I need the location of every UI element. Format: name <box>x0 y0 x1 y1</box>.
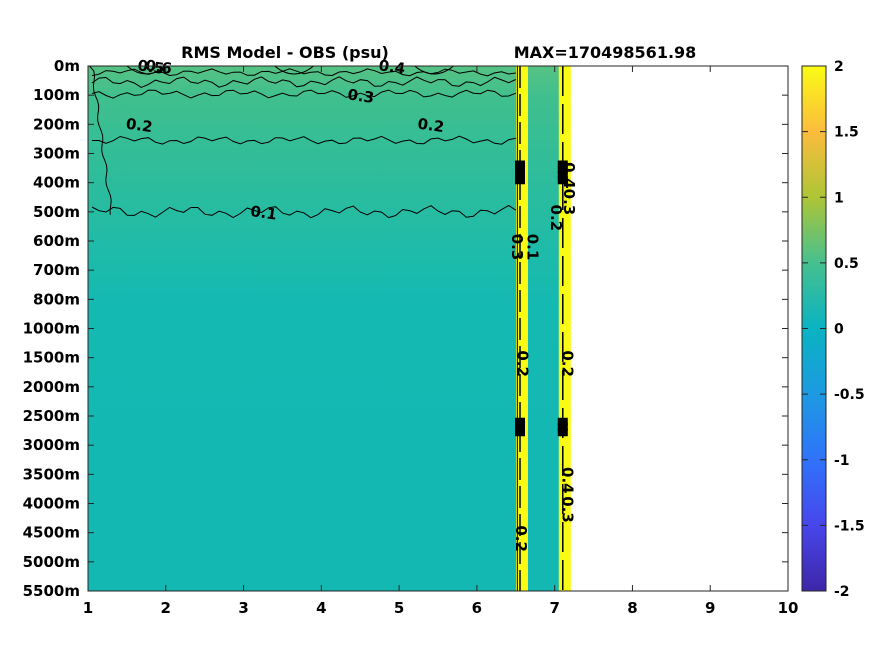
y-tick-label: 800m <box>33 290 80 308</box>
y-tick-label: 1000m <box>23 320 80 338</box>
contour-label: 0.2 <box>513 350 531 377</box>
y-tick-label: 400m <box>33 174 80 192</box>
colorbar-tick-label: -0.5 <box>834 387 865 403</box>
contour-label: 0.1 <box>249 202 278 224</box>
contour-label: 0.4 <box>378 56 407 78</box>
contour-label: 0.2 <box>417 115 446 137</box>
contour-label: 0.2 <box>558 350 576 377</box>
colorbar-tick-label: -1.5 <box>834 518 865 534</box>
contour-label: 0.5 <box>137 56 166 78</box>
column-marker <box>515 417 525 426</box>
contour-label: 0.2 <box>512 525 530 552</box>
colorbar-tick-label: -1 <box>834 453 850 469</box>
column-marker <box>557 428 568 437</box>
y-tick-label: 3500m <box>23 465 80 483</box>
y-tick-label: 4500m <box>23 524 80 542</box>
column-marker <box>557 160 568 169</box>
column-marker <box>557 165 568 174</box>
contour-label: 0.40.3 <box>560 162 578 215</box>
x-tick-label: 3 <box>238 599 248 617</box>
colorbar-tick-label: -2 <box>834 584 850 600</box>
y-tick-label: 2500m <box>23 407 80 425</box>
heatmap-field <box>88 66 571 591</box>
column-marker <box>515 428 525 437</box>
contour-line <box>91 76 517 88</box>
y-tick-label: 0m <box>54 57 80 75</box>
y-tick-label: 1500m <box>23 349 80 367</box>
y-tick-label: 700m <box>33 261 80 279</box>
contour-line <box>126 66 167 75</box>
x-tick-label: 2 <box>161 599 171 617</box>
y-tick-label: 5500m <box>23 582 80 600</box>
column-marker <box>557 171 568 179</box>
colorbar-ticks: 2 1.5 1 0.5 0 -0.5 -1 -1.5 -2 <box>802 59 865 600</box>
y-tick-label: 300m <box>33 145 80 163</box>
colorbar-tick-label: 1 <box>834 190 844 206</box>
x-tick-label: 1 <box>83 599 93 617</box>
column-marker <box>515 160 525 169</box>
contour-lines <box>89 66 517 219</box>
x-tick-label: 5 <box>394 599 404 617</box>
x-tick-label: 10 <box>778 599 799 617</box>
colorbar-tick-label: 1.5 <box>834 125 859 141</box>
high-value-column <box>558 66 571 591</box>
contour-label: 0.4 <box>558 467 576 494</box>
y-tick-label: 5000m <box>23 553 80 571</box>
y-tick-label: 4000m <box>23 495 80 513</box>
chart-title: RMS Model - OBS (psu) <box>181 43 389 62</box>
contour-label: 0.2 <box>547 205 565 232</box>
column-marker <box>557 176 568 185</box>
column-marker <box>515 171 525 179</box>
contour-label: 0.3 <box>558 496 576 523</box>
contour-label: 0.2 <box>125 115 154 137</box>
y-tick-label: 600m <box>33 232 80 250</box>
contour-line <box>91 68 516 77</box>
contour-label: 0.1 <box>523 234 541 261</box>
contour-label: 0.3 <box>508 234 526 261</box>
colorbar-tick-label: 0.5 <box>834 256 859 272</box>
y-tick-label: 2000m <box>23 378 80 396</box>
column-marker <box>515 423 525 431</box>
column-marker <box>557 417 568 426</box>
chart-subtitle: MAX=170498561.98 <box>514 43 697 62</box>
y-tick-label: 100m <box>33 86 80 104</box>
contour-labels: 0.60.5 0.40.30.2 0.20.1 0.20.10.30.40.30.2 0… <box>125 56 578 552</box>
contour-line <box>274 66 314 75</box>
column-marker <box>515 176 525 185</box>
column-marker <box>557 423 568 431</box>
contour-label: 0.6 <box>144 56 173 78</box>
contour-line <box>91 135 516 145</box>
y-tick-label: 3000m <box>23 436 80 454</box>
y-tick-label: 200m <box>33 115 80 133</box>
column-marker <box>515 165 525 174</box>
y-axis-ticks: 0m 100m 200m 300m 400m 500m 600m 700m 800m 1000m 1… <box>23 57 788 600</box>
heatmap-data-region <box>88 66 567 591</box>
x-axis-ticks: 1 2 3 4 5 6 7 8 9 10 <box>83 66 799 617</box>
x-tick-label: 4 <box>316 599 326 617</box>
colorbar-tick-label: 2 <box>834 59 844 75</box>
colorbar-tick-label: 0 <box>834 322 844 338</box>
contour-line <box>91 89 516 99</box>
high-value-column <box>516 66 528 591</box>
contour-line <box>89 66 112 215</box>
x-tick-label: 6 <box>472 599 482 617</box>
contour-label: 0.3 <box>347 85 376 107</box>
x-tick-label: 8 <box>627 599 637 617</box>
contour-line <box>91 204 517 219</box>
x-tick-label: 9 <box>705 599 715 617</box>
y-tick-label: 500m <box>33 203 80 221</box>
x-tick-label: 7 <box>549 599 559 617</box>
contour-line <box>414 66 454 75</box>
